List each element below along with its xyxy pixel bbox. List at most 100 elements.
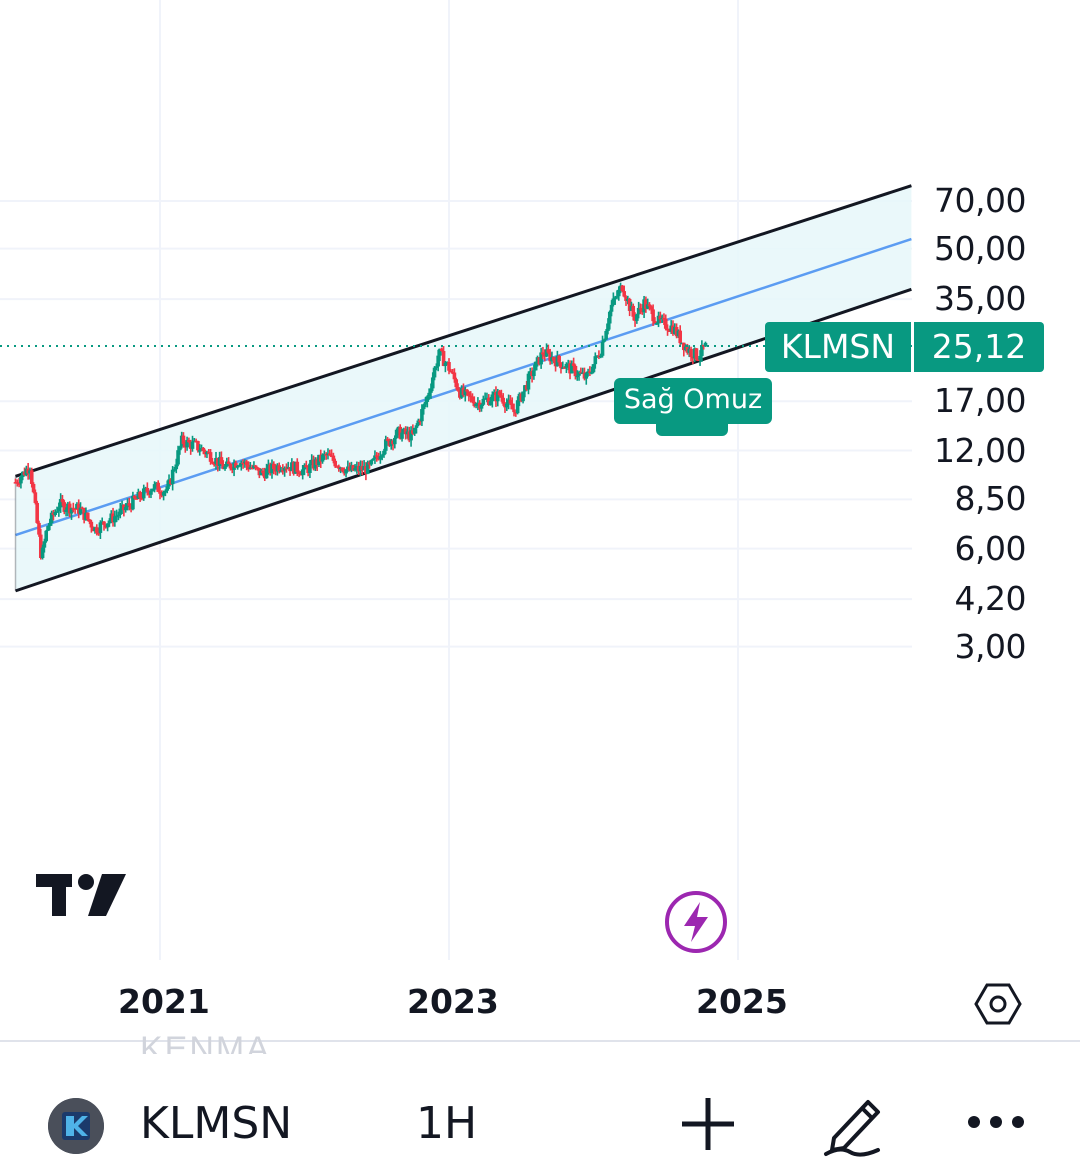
candle — [60, 494, 65, 506]
candle — [456, 383, 460, 392]
candle — [421, 403, 426, 415]
candle — [201, 446, 206, 455]
candle — [387, 438, 392, 448]
candle — [653, 317, 657, 324]
symbol-selector[interactable]: KLMSN — [140, 1098, 293, 1149]
candle — [169, 478, 173, 486]
candle — [669, 320, 673, 334]
candle — [208, 449, 213, 465]
chart-area[interactable]: 70,00 50,00 35,00 17,00 12,00 8,50 6,00 4,20 3,0… — [0, 0, 1080, 1040]
candle — [481, 395, 486, 406]
candle — [611, 292, 616, 307]
candle — [642, 295, 646, 318]
candle — [239, 460, 244, 471]
candle — [286, 461, 291, 470]
candle — [87, 518, 92, 525]
pen-icon[interactable] — [820, 1088, 890, 1158]
candle — [212, 461, 216, 467]
candle — [277, 462, 282, 474]
candle — [682, 342, 686, 357]
candle — [327, 449, 332, 456]
candle — [414, 423, 419, 434]
candle — [15, 479, 20, 487]
price-tick-label: 35,00 — [934, 279, 1026, 319]
candle — [535, 355, 540, 367]
candle — [223, 464, 227, 471]
candle — [418, 418, 422, 426]
candle — [346, 460, 350, 472]
candle — [618, 282, 623, 294]
candle — [412, 427, 417, 436]
candle — [85, 512, 90, 522]
candle — [662, 313, 666, 325]
candle — [28, 467, 32, 480]
candle — [369, 459, 374, 466]
price-tick-label: 8,50 — [954, 479, 1027, 519]
candle — [176, 445, 180, 467]
candle — [66, 501, 70, 517]
candle — [512, 403, 516, 417]
candle — [560, 361, 565, 370]
plus-icon[interactable] — [680, 1096, 736, 1152]
candle — [140, 493, 144, 501]
candle — [154, 482, 159, 487]
candle — [459, 385, 464, 399]
candle — [353, 464, 357, 472]
more-dots-icon[interactable] — [966, 1112, 1026, 1132]
candle — [82, 507, 86, 524]
candle — [338, 467, 343, 474]
interval-selector[interactable]: 1H — [416, 1098, 478, 1149]
candle — [26, 462, 30, 480]
candle — [302, 463, 307, 476]
candle — [58, 493, 63, 513]
candle — [266, 459, 271, 475]
candle — [190, 435, 195, 452]
candle — [216, 457, 220, 472]
candle — [539, 347, 543, 369]
candle — [698, 350, 702, 366]
candle — [694, 347, 699, 361]
candle — [380, 453, 384, 461]
pattern-annotation[interactable]: Sağ Omuz — [614, 378, 772, 424]
candle — [651, 304, 655, 326]
candle — [577, 370, 581, 381]
candle — [427, 388, 431, 400]
candle — [273, 464, 278, 476]
candle — [309, 454, 314, 466]
candle — [636, 301, 641, 319]
candle — [703, 341, 708, 347]
candle — [288, 467, 292, 476]
candle — [214, 451, 218, 470]
candle — [24, 465, 29, 477]
candle — [80, 506, 85, 510]
price-chart[interactable] — [0, 0, 1080, 1040]
hexagon-settings-icon[interactable] — [974, 980, 1022, 1028]
candle — [188, 439, 193, 455]
candle — [149, 488, 153, 499]
candle — [371, 457, 375, 461]
candle — [194, 438, 198, 443]
candle — [48, 518, 52, 531]
candle — [217, 451, 222, 471]
candle — [351, 464, 356, 472]
candle — [225, 457, 229, 468]
candle — [385, 437, 390, 442]
candle — [439, 347, 444, 352]
candle — [20, 471, 25, 481]
candle — [304, 460, 309, 468]
candle — [374, 452, 379, 462]
candle — [519, 392, 524, 403]
candle — [485, 392, 489, 403]
price-tick-label: 3,00 — [954, 626, 1027, 666]
candle — [281, 464, 285, 475]
candle — [557, 354, 561, 367]
candle — [383, 435, 388, 455]
candle — [306, 465, 310, 477]
ticker-logo-icon[interactable] — [48, 1098, 104, 1154]
candle — [270, 459, 274, 479]
candle — [141, 484, 146, 501]
lightning-bolt-icon[interactable] — [664, 890, 728, 954]
candle — [553, 356, 558, 372]
candle — [407, 426, 412, 443]
tradingview-logo-icon — [36, 874, 126, 916]
